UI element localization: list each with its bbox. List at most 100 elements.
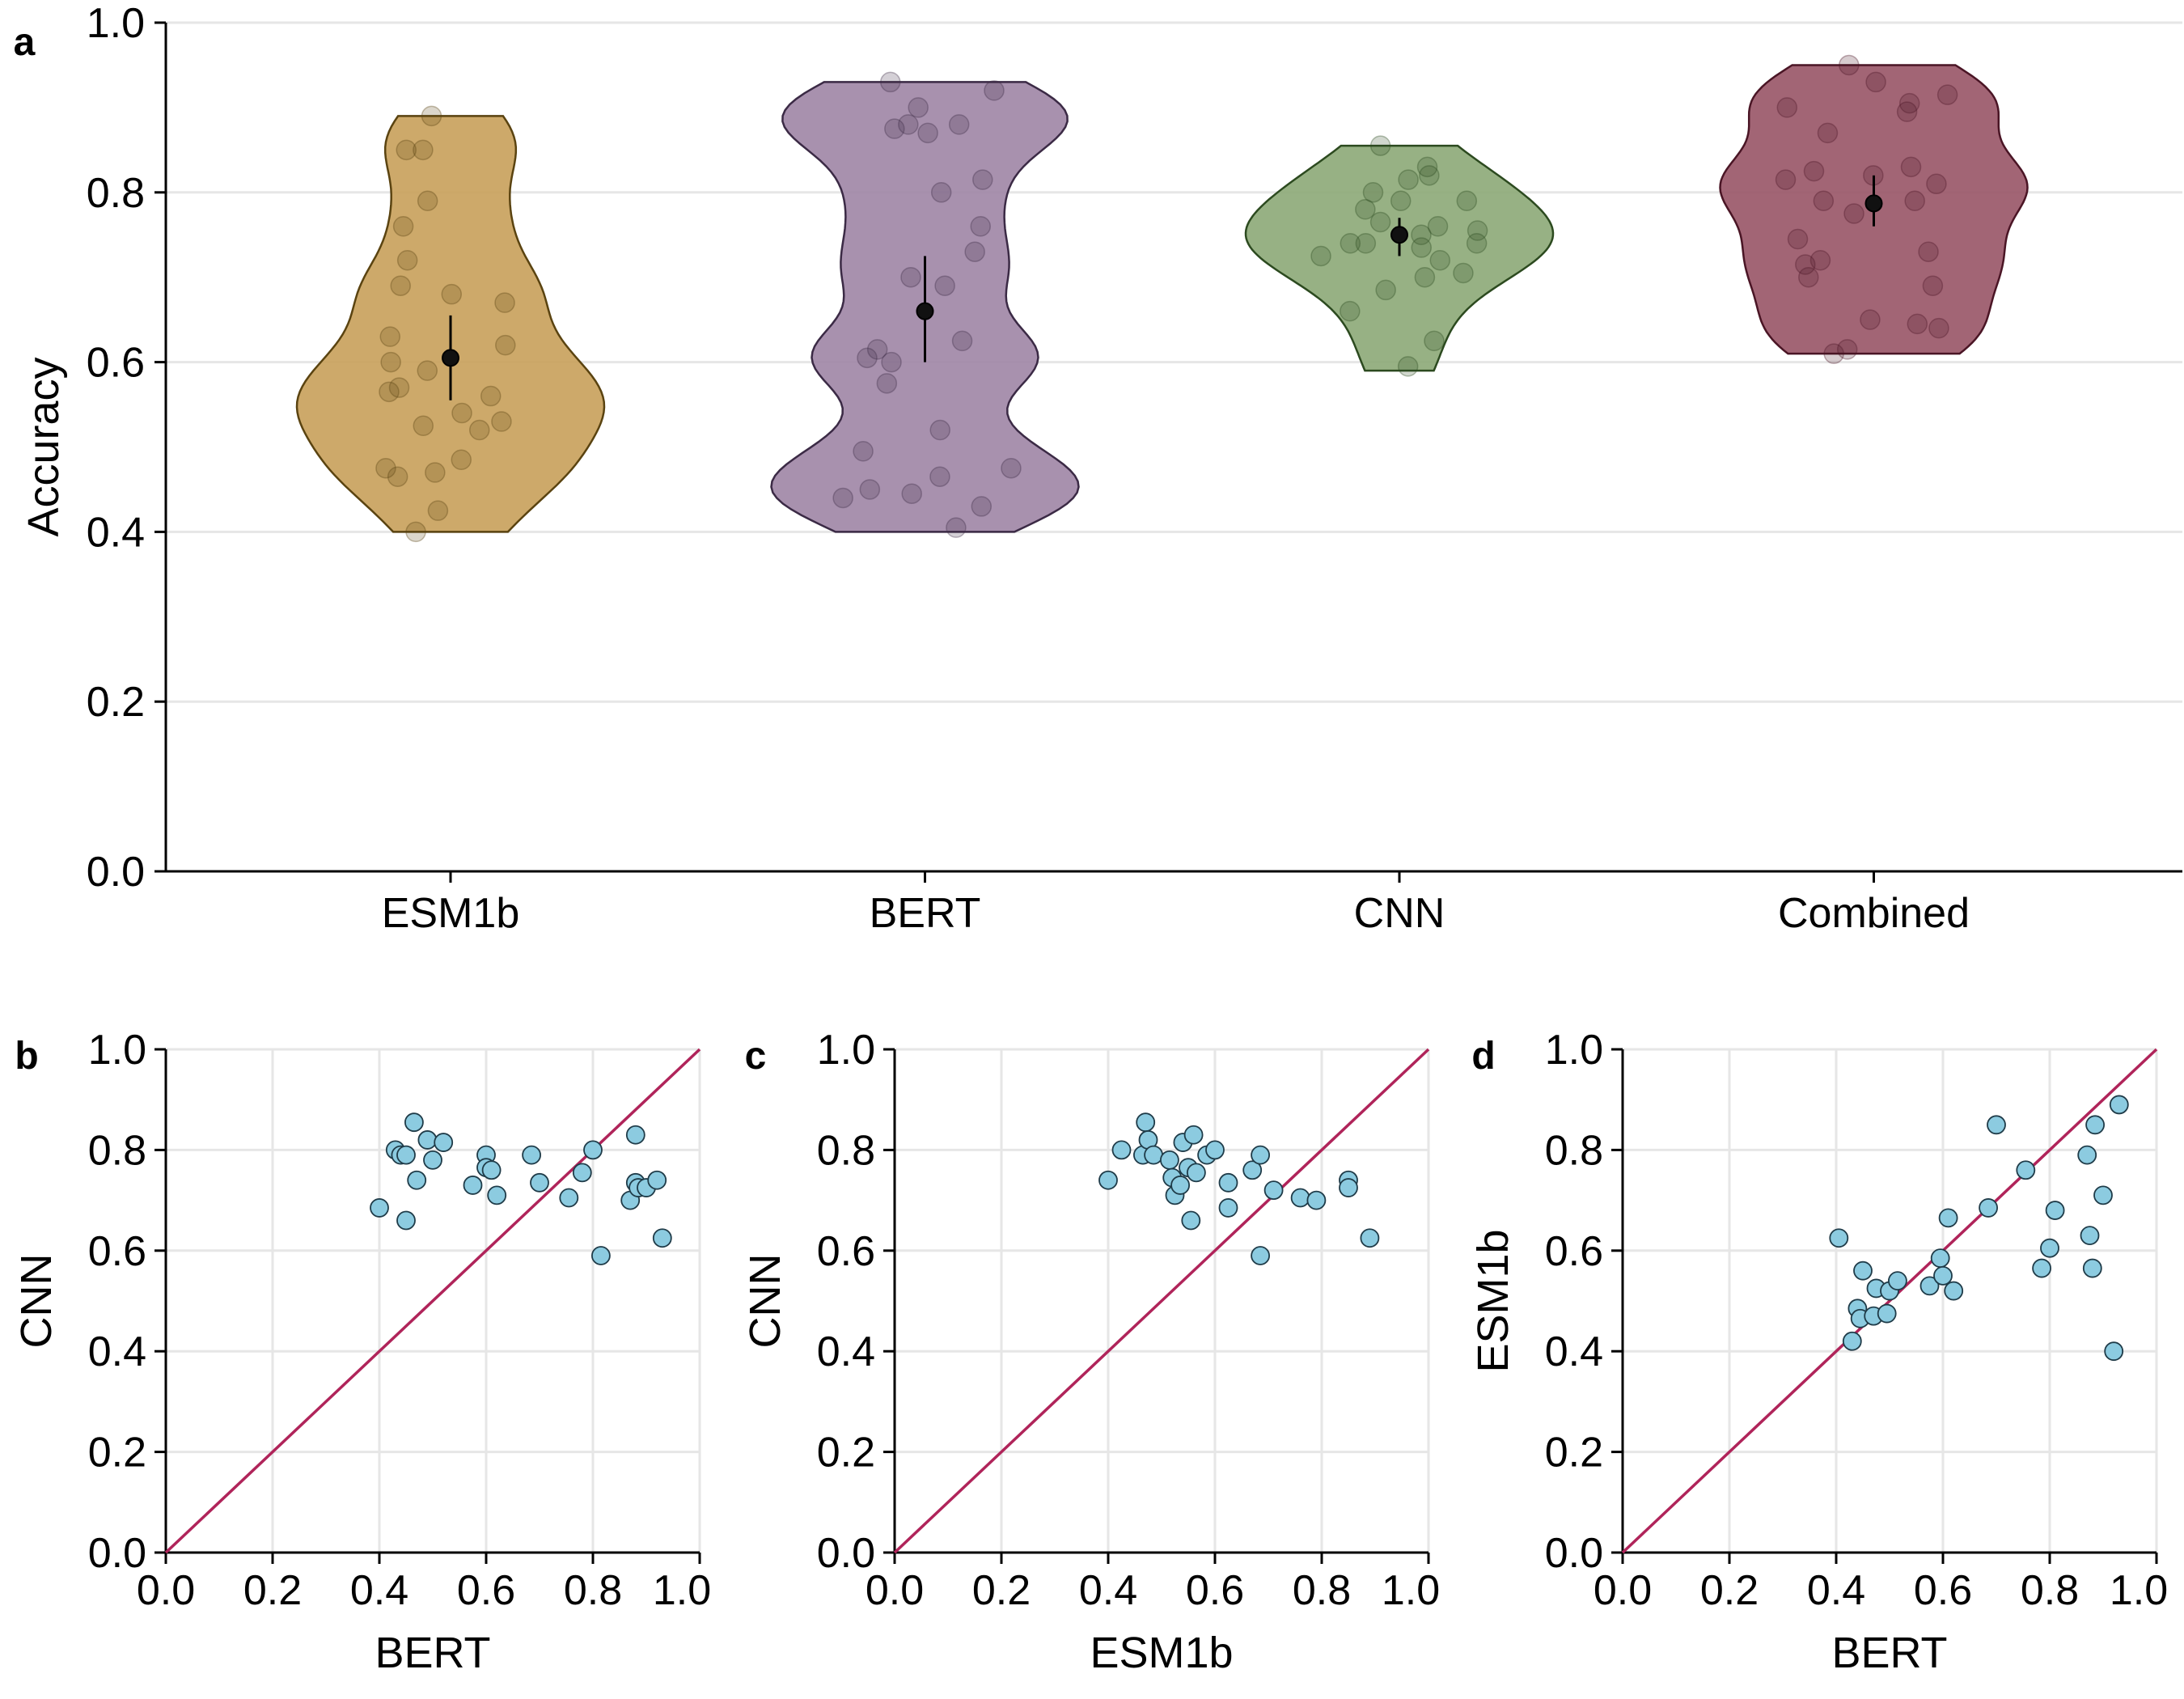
data-point xyxy=(1218,1172,1238,1193)
data-point xyxy=(1853,1260,1873,1281)
data-point xyxy=(370,1198,389,1218)
violin-esm1b xyxy=(295,105,606,543)
data-point xyxy=(1416,156,1438,178)
x-axis-title: BERT xyxy=(1831,1629,1947,1677)
data-point xyxy=(1919,1276,1940,1296)
y-tick-label: 0.8 xyxy=(817,1127,875,1174)
data-point xyxy=(1160,1150,1179,1170)
data-point xyxy=(946,517,967,538)
data-point xyxy=(917,122,938,144)
data-point xyxy=(441,283,463,305)
mean-marker xyxy=(916,302,934,320)
data-point xyxy=(1306,1190,1327,1210)
identity-line xyxy=(893,1048,1430,1554)
data-point xyxy=(1411,237,1433,258)
data-point xyxy=(572,1163,592,1183)
data-point xyxy=(1429,249,1451,271)
data-point xyxy=(1928,317,1949,339)
identity-line xyxy=(164,1048,701,1554)
data-point xyxy=(417,190,438,212)
data-point xyxy=(379,381,400,403)
data-point xyxy=(1218,1198,1238,1218)
data-point xyxy=(1904,190,1925,212)
data-point xyxy=(1877,1303,1897,1324)
x-tick-label: CNN xyxy=(1354,890,1445,937)
y-tick-label: 1.0 xyxy=(1545,1027,1603,1074)
data-point xyxy=(413,139,434,161)
data-point xyxy=(1466,232,1488,254)
data-point xyxy=(908,97,929,118)
y-tick-label: 1.0 xyxy=(817,1027,875,1074)
data-point xyxy=(900,266,921,288)
y-tick-label: 0.0 xyxy=(1545,1530,1603,1577)
data-point xyxy=(853,440,874,462)
data-point xyxy=(421,105,442,127)
data-point xyxy=(1795,254,1816,275)
data-point xyxy=(468,419,490,441)
y-tick-label: 0.2 xyxy=(87,679,145,726)
data-point xyxy=(1860,309,1881,330)
data-point xyxy=(964,241,985,262)
data-point xyxy=(1467,220,1488,241)
data-point xyxy=(1375,279,1396,301)
data-point xyxy=(1390,190,1412,212)
mean-marker xyxy=(1390,226,1408,244)
data-point xyxy=(1836,339,1858,360)
data-point xyxy=(1817,122,1839,144)
data-point xyxy=(2104,1341,2124,1362)
data-point xyxy=(413,415,434,437)
scatter-panel-b: 0.00.0 0.2 0.2 0.4 0.4 0.6 0.6 0.8 0.8 1.0 1.0 BERT… xyxy=(12,1027,711,1677)
data-point xyxy=(930,182,952,203)
data-point xyxy=(1803,160,1825,182)
data-point xyxy=(404,1112,424,1133)
y-tick-label: 0.6 xyxy=(88,1228,146,1275)
data-point xyxy=(857,347,878,369)
x-tick-label: BERT xyxy=(870,890,981,937)
data-point xyxy=(396,249,418,271)
data-point xyxy=(392,216,414,237)
violin-body xyxy=(1244,144,1555,372)
data-point xyxy=(1251,1145,1270,1165)
y-tick-label: 0.6 xyxy=(1545,1228,1603,1275)
violin-panel: 0.0 0.2 0.4 0.6 0.8 1.0 Accuracy a ESM1b BERT CNN C… xyxy=(14,0,2182,937)
y-tick-label: 0.4 xyxy=(1545,1328,1603,1375)
data-point xyxy=(434,1133,454,1152)
data-point xyxy=(451,402,472,424)
y-tick-label: 0.0 xyxy=(817,1530,875,1577)
data-point xyxy=(1242,1160,1263,1180)
data-point xyxy=(625,1125,645,1145)
data-point xyxy=(407,1170,427,1190)
x-tick-label: Combined xyxy=(1778,890,1970,937)
data-point xyxy=(948,114,970,135)
x-tick-label: 0.4 xyxy=(1807,1567,1865,1614)
violin-bert xyxy=(770,71,1080,538)
y-tick-label: 1.0 xyxy=(87,0,145,47)
data-point xyxy=(1111,1140,1132,1160)
data-point xyxy=(427,500,449,521)
data-point xyxy=(1918,241,1939,262)
data-point xyxy=(1181,1210,1201,1231)
data-point xyxy=(1398,169,1419,190)
y-tick-label: 0.4 xyxy=(88,1328,146,1375)
data-point xyxy=(1355,199,1376,220)
data-point xyxy=(2077,1145,2097,1165)
data-point xyxy=(880,71,901,93)
data-point xyxy=(1369,211,1391,233)
data-point xyxy=(1427,216,1449,237)
data-point xyxy=(1355,232,1377,254)
data-point xyxy=(934,275,955,296)
data-point xyxy=(423,1150,442,1170)
x-tick-label: 0.0 xyxy=(1594,1567,1652,1614)
data-point xyxy=(2032,1258,2052,1278)
data-point xyxy=(379,326,401,347)
x-tick-label: 0.6 xyxy=(1914,1567,1972,1614)
data-point xyxy=(1865,71,1886,93)
data-point xyxy=(1938,1208,1958,1228)
y-tick-label: 0.6 xyxy=(817,1228,875,1275)
data-point xyxy=(1339,1178,1358,1197)
data-point xyxy=(1360,1228,1380,1248)
data-point xyxy=(1887,1271,1907,1291)
data-point xyxy=(859,479,881,500)
scatter-panel-d: 0.00.0 0.2 0.2 0.4 0.4 0.6 0.6 0.8 0.8 1.0 1.0 BERT… xyxy=(1469,1027,2168,1677)
data-point xyxy=(1205,1140,1225,1160)
